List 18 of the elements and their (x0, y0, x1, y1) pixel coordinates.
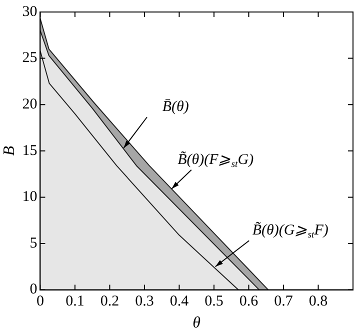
x-tick-label: 0.6 (239, 294, 259, 310)
y-tick-label: 10 (22, 189, 38, 206)
y-tick-label: 0 (30, 282, 38, 298)
x-tick-label: 0.3 (135, 294, 154, 310)
x-tick-label: 0.5 (204, 294, 224, 310)
y-tick-label: 25 (22, 50, 38, 66)
y-tick-label: 20 (22, 96, 38, 113)
annotation: B̄(θ) (162, 98, 189, 116)
y-tick-label: 5 (30, 235, 38, 252)
x-tick-label: 0.7 (274, 294, 294, 310)
x-tick-label: 0.1 (66, 294, 84, 310)
y-axis-title: B (0, 146, 18, 156)
y-tick-label: 30 (22, 4, 38, 20)
x-tick-label: 0.2 (100, 294, 120, 310)
y-tick-label: 15 (22, 142, 38, 159)
x-tick-label: 0.4 (170, 294, 190, 310)
x-axis-title: θ (192, 314, 201, 332)
x-tick-label: 0.8 (308, 294, 328, 310)
